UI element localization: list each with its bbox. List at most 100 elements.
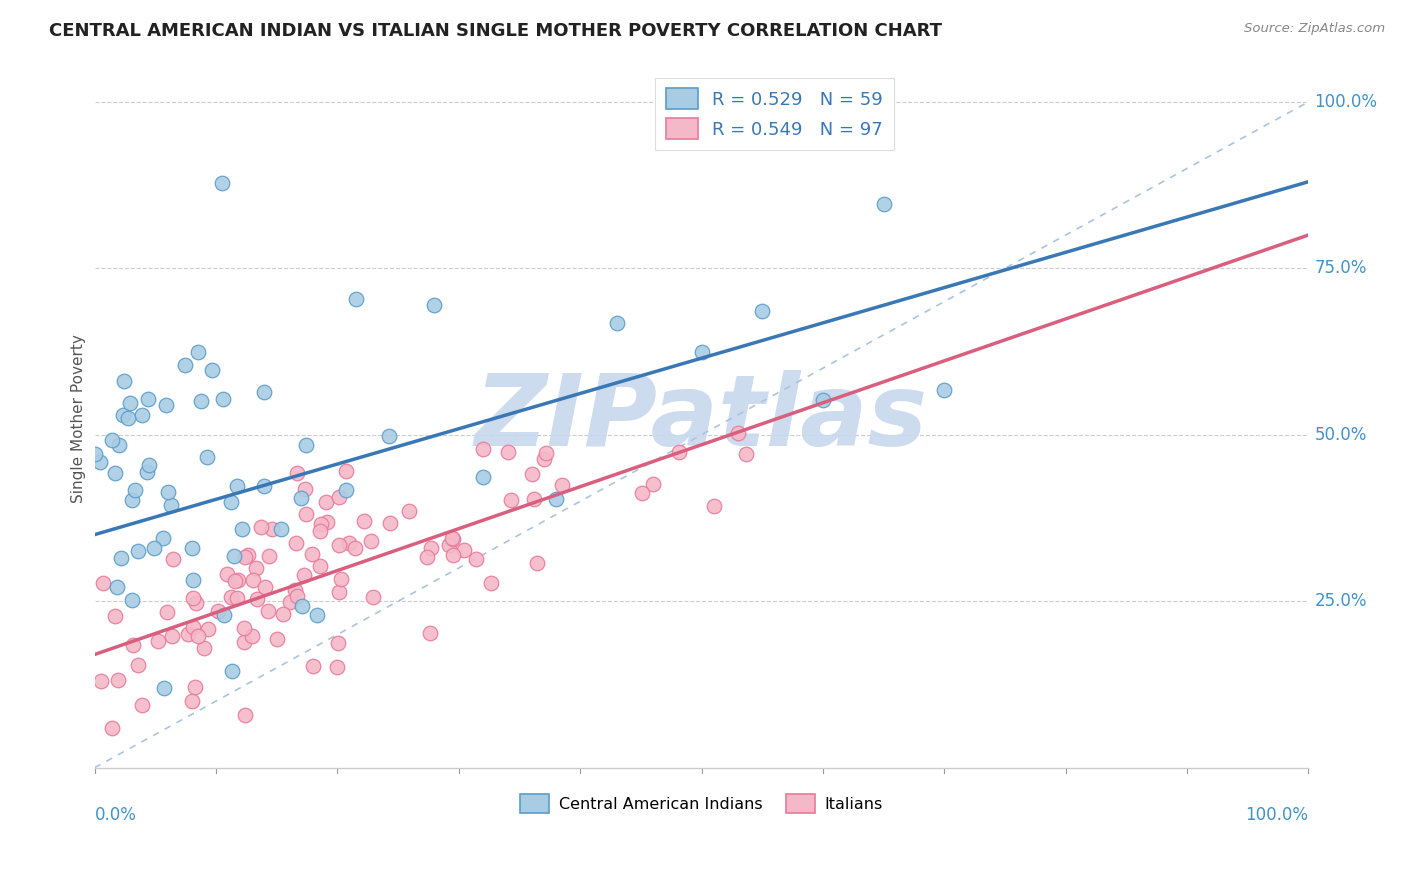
Point (83, 447, 105, 461)
Point (522, 467, 544, 481)
Point (201, 363, 224, 377)
Point (420, 541, 443, 556)
Point (214, 608, 236, 623)
Point (233, 549, 256, 564)
Point (280, 595, 302, 609)
Point (124, 483, 146, 497)
Point (104, 467, 127, 481)
Text: 100.0%: 100.0% (1246, 806, 1309, 824)
Text: CENTRAL AMERICAN INDIAN VS ITALIAN SINGLE MOTHER POVERTY CORRELATION CHART: CENTRAL AMERICAN INDIAN VS ITALIAN SINGL… (49, 22, 942, 40)
Point (703, 499, 725, 513)
Point (117, 410, 139, 425)
Text: 100.0%: 100.0% (1315, 93, 1378, 111)
Point (162, 552, 184, 566)
Point (260, 522, 283, 536)
Point (606, 316, 628, 330)
Legend: Central American Indians, Italians: Central American Indians, Italians (515, 788, 889, 819)
Point (335, 483, 357, 497)
Point (353, 514, 375, 528)
Point (690, 345, 713, 359)
Point (294, 483, 316, 497)
Point (254, 580, 277, 594)
Point (727, 425, 749, 440)
Point (253, 384, 276, 399)
Point (363, 590, 385, 604)
Point (253, 479, 276, 493)
Point (101, 721, 124, 735)
Point (271, 607, 294, 622)
Point (181, 541, 204, 555)
Point (284, 583, 307, 598)
Point (326, 635, 349, 649)
Point (472, 470, 495, 484)
Point (127, 657, 149, 672)
Point (734, 446, 756, 460)
Point (143, 541, 166, 555)
Point (152, 681, 174, 695)
Point (479, 576, 502, 591)
Point (751, 304, 773, 318)
Point (294, 438, 316, 452)
Point (211, 176, 233, 190)
Point (302, 659, 325, 673)
Point (226, 479, 249, 493)
Point (285, 589, 308, 603)
Text: 0.0%: 0.0% (94, 806, 136, 824)
Point (156, 605, 179, 619)
Point (292, 568, 315, 582)
Point (120, 396, 142, 410)
Point (181, 573, 204, 587)
Point (380, 516, 402, 530)
Point (257, 549, 280, 564)
Point (398, 504, 420, 518)
Point (335, 464, 357, 478)
Point (226, 591, 249, 605)
Point (232, 634, 254, 648)
Point (121, 493, 143, 508)
Point (453, 543, 475, 558)
Point (138, 458, 160, 472)
Point (219, 495, 242, 509)
Point (308, 524, 330, 539)
Point (242, 573, 264, 587)
Point (315, 495, 337, 509)
Point (224, 574, 246, 588)
Point (378, 429, 401, 443)
Point (534, 446, 557, 460)
Point (330, 572, 353, 586)
Point (108, 438, 131, 452)
Point (219, 590, 242, 604)
Point (328, 538, 350, 552)
Point (328, 490, 350, 504)
Point (136, 465, 159, 479)
Point (295, 507, 318, 521)
Point (284, 535, 307, 549)
Point (290, 491, 312, 506)
Point (266, 632, 288, 646)
Point (187, 629, 209, 643)
Point (811, 392, 834, 407)
Point (207, 604, 229, 618)
Point (160, 498, 183, 512)
Point (156, 485, 179, 500)
Point (285, 466, 308, 480)
Point (136, 392, 159, 406)
Point (110, 550, 132, 565)
Point (305, 608, 328, 623)
Point (174, 358, 197, 372)
Text: Source: ZipAtlas.com: Source: ZipAtlas.com (1244, 22, 1385, 36)
Point (193, 641, 215, 656)
Point (90, 674, 112, 689)
Text: ZIPatlas: ZIPatlas (475, 369, 928, 467)
Point (308, 559, 330, 574)
Point (415, 549, 437, 564)
Point (526, 556, 548, 570)
Point (257, 604, 280, 618)
Point (184, 681, 207, 695)
Point (344, 292, 367, 306)
Point (328, 585, 350, 599)
Point (107, 673, 129, 687)
Point (423, 298, 446, 312)
Point (121, 593, 143, 607)
Point (872, 196, 894, 211)
